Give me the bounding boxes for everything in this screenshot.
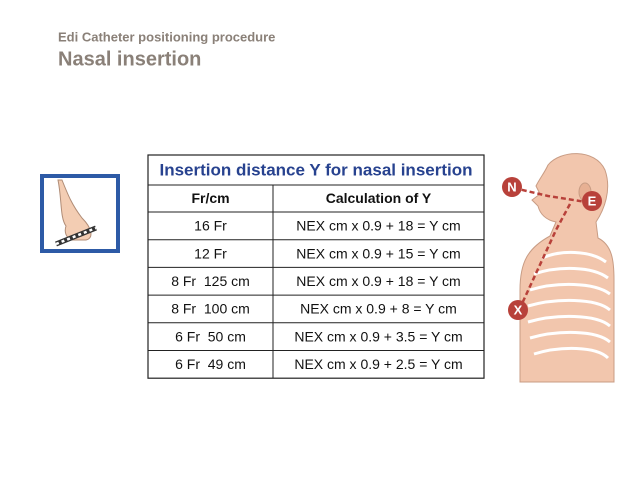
column-header: Fr/cm xyxy=(191,190,229,206)
table-cell: 8 Fr 100 cm xyxy=(171,301,250,317)
table-frame xyxy=(147,154,485,379)
table-cell: 12 Fr xyxy=(194,245,227,261)
table-cell: NEX cm x 0.9 + 18 = Y cm xyxy=(296,273,460,289)
table-cell: NEX cm x 0.9 + 18 = Y cm xyxy=(296,218,460,234)
table-cell: 16 Fr xyxy=(194,218,227,234)
table-cell: 8 Fr 125 cm xyxy=(171,273,250,289)
nose-icon xyxy=(40,174,120,253)
table-cell: 6 Fr 49 cm xyxy=(175,356,246,372)
body-illustration: N E X xyxy=(502,153,615,383)
label-e: E xyxy=(588,193,597,208)
table-cell: NEX cm x 0.9 + 3.5 = Y cm xyxy=(294,328,462,344)
title: Nasal insertion xyxy=(58,48,201,70)
column-header: Calculation of Y xyxy=(326,190,432,206)
table-cell: NEX cm x 0.9 + 2.5 = Y cm xyxy=(294,356,462,372)
table: Insertion distance Y for nasal insertion… xyxy=(147,154,485,379)
label-n: N xyxy=(507,179,516,194)
table-cell: 6 Fr 50 cm xyxy=(175,328,246,344)
label-x: X xyxy=(514,302,523,317)
subtitle: Edi Catheter positioning procedure xyxy=(58,29,275,44)
table-cell: NEX cm x 0.9 + 15 = Y cm xyxy=(296,245,460,261)
table-cell: NEX cm x 0.9 + 8 = Y cm xyxy=(300,301,457,317)
table-title: Insertion distance Y for nasal insertion xyxy=(159,160,472,179)
